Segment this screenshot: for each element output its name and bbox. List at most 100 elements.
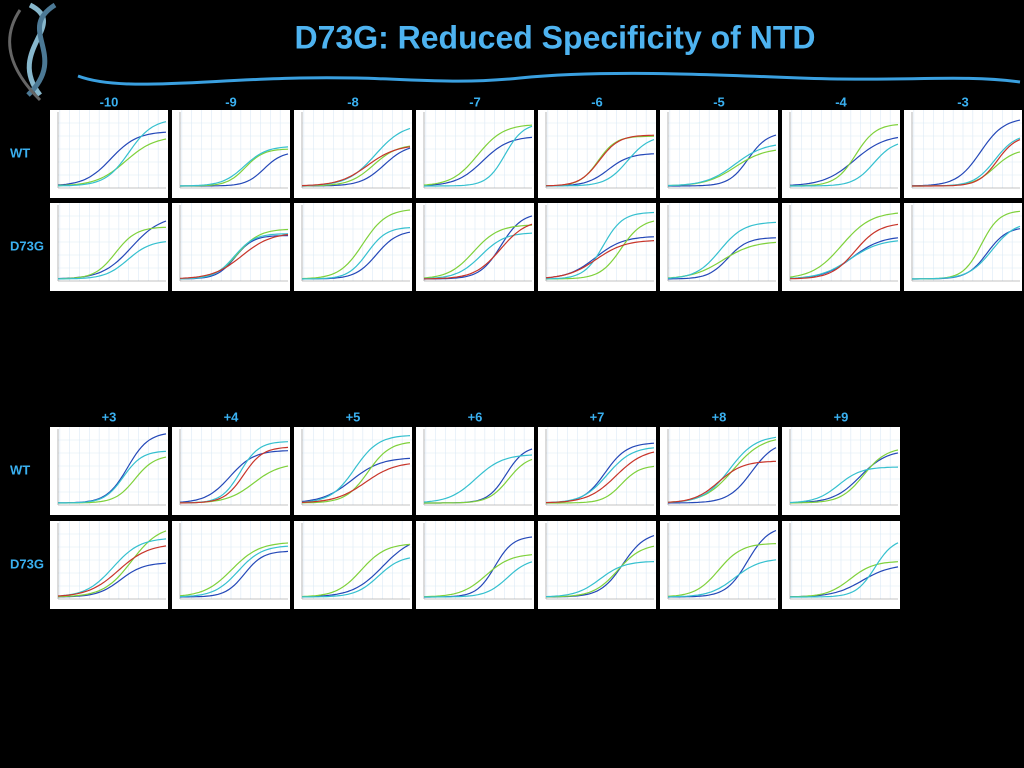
mini-plot — [294, 521, 412, 609]
curve — [57, 138, 167, 187]
curve — [57, 545, 167, 597]
curve — [423, 224, 533, 279]
curve — [302, 227, 411, 280]
curve — [179, 450, 289, 503]
row-label: D73G — [10, 238, 44, 253]
mini-plot — [782, 110, 900, 198]
curve — [424, 223, 533, 280]
curve — [58, 241, 167, 280]
mini-plot — [416, 521, 534, 609]
curve — [301, 435, 411, 503]
mini-plot — [904, 203, 1022, 291]
mini-plot — [50, 110, 168, 198]
column-label: -5 — [713, 94, 725, 109]
curve — [301, 209, 411, 280]
curve — [789, 136, 899, 186]
panels — [50, 110, 1022, 609]
title: D73G: Reduced Specificity of NTD — [295, 19, 816, 55]
curve — [789, 561, 899, 598]
curve — [545, 134, 655, 187]
row-label: WT — [10, 462, 30, 477]
curve — [545, 220, 655, 280]
mini-plot — [172, 203, 290, 291]
curve — [423, 124, 533, 186]
mini-plot — [50, 427, 168, 515]
curve — [179, 146, 289, 187]
curve — [911, 119, 1021, 187]
mini-plot — [294, 203, 412, 291]
curve — [302, 543, 411, 598]
mini-plot — [294, 427, 412, 515]
mini-plot — [904, 110, 1022, 198]
curve — [667, 221, 777, 279]
column-label: +4 — [224, 409, 240, 424]
mini-plot — [416, 110, 534, 198]
curve — [667, 543, 777, 597]
curve — [667, 460, 777, 503]
mini-plot — [660, 521, 778, 609]
curve — [790, 143, 899, 187]
curve — [789, 212, 899, 278]
mini-plot — [172, 521, 290, 609]
curve — [180, 233, 289, 280]
row-label: WT — [10, 145, 30, 160]
curve — [57, 226, 167, 280]
curve — [424, 125, 533, 187]
curve — [912, 225, 1021, 280]
curve — [57, 131, 167, 186]
mini-plot — [782, 427, 900, 515]
curve — [546, 211, 655, 280]
curve — [423, 554, 533, 598]
logo-arc — [8, 9, 42, 102]
logo-strand — [26, 2, 46, 97]
curve — [545, 451, 655, 504]
column-label: -6 — [591, 94, 603, 109]
curve — [301, 457, 411, 503]
mini-plot — [416, 203, 534, 291]
mini-plot — [782, 203, 900, 291]
mini-plot — [50, 521, 168, 609]
column-label: +5 — [346, 409, 361, 424]
curve — [667, 447, 777, 504]
curve — [301, 543, 411, 598]
curve — [180, 446, 289, 504]
logo — [8, 2, 57, 102]
column-label: -9 — [225, 94, 237, 109]
column-label: +7 — [590, 409, 605, 424]
mini-plot — [294, 110, 412, 198]
curve — [179, 234, 289, 279]
curve — [668, 559, 777, 598]
curve — [179, 545, 289, 598]
curve — [301, 463, 411, 503]
curve — [912, 139, 1021, 187]
column-label: -8 — [347, 94, 359, 109]
curve — [790, 449, 899, 504]
mini-plot — [172, 110, 290, 198]
mini-plot — [50, 203, 168, 291]
logo-strand — [26, 2, 57, 97]
mini-plot — [416, 427, 534, 515]
title-underline — [77, 71, 1021, 86]
curve — [423, 454, 533, 503]
curve — [790, 223, 899, 280]
mini-plot — [660, 427, 778, 515]
column-label: +3 — [102, 409, 117, 424]
curve — [789, 466, 899, 504]
curve — [58, 450, 167, 504]
curve — [545, 545, 655, 598]
curve — [546, 465, 655, 504]
column-label: +6 — [468, 409, 483, 424]
column-label: +9 — [834, 409, 849, 424]
mini-plot — [538, 521, 656, 609]
mini-plot — [538, 110, 656, 198]
column-label: -7 — [469, 94, 481, 109]
curve — [302, 442, 411, 504]
curve — [668, 134, 777, 187]
curve — [179, 550, 289, 598]
column-label: -10 — [100, 94, 119, 109]
curve — [668, 144, 777, 187]
curve — [58, 121, 167, 187]
column-label: -4 — [835, 94, 847, 109]
